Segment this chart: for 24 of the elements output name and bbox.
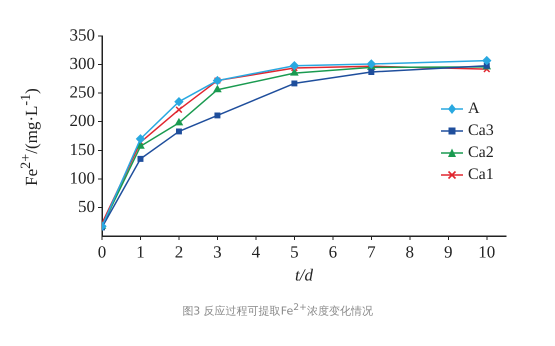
y-tick-label: 100 [70,168,95,188]
x-tick-label: 3 [213,242,222,262]
x-tick-label: 9 [444,242,453,262]
x-tick-label: 10 [478,242,496,262]
x-tick-label: 8 [406,242,414,262]
x-axis-title: t/d [295,265,314,284]
x-tick-label: 2 [174,242,184,262]
y-tick-label: 200 [70,111,95,130]
legend-label: Ca1 [468,166,494,184]
y-tick-label: 300 [70,54,95,74]
y-tick-label: 50 [78,196,95,216]
x-tick-label: 5 [290,242,299,262]
x-tick-label: 0 [98,242,106,262]
x-tick-label: 6 [328,242,338,262]
legend-label: Ca2 [468,144,494,162]
y-tick-label: 350 [70,25,95,44]
text: 图3 反应过程可提取Fe$^{2+}$浓度变化情况 [181,302,374,319]
x-tick-label: 1 [136,242,145,262]
x-tick-label: 4 [252,242,261,262]
legend-label: Ca3 [468,122,494,140]
y-tick-label: 250 [70,82,95,102]
x-tick-label: 7 [367,242,376,262]
legend-label: A [468,100,480,118]
y-tick-label: 150 [70,140,95,159]
